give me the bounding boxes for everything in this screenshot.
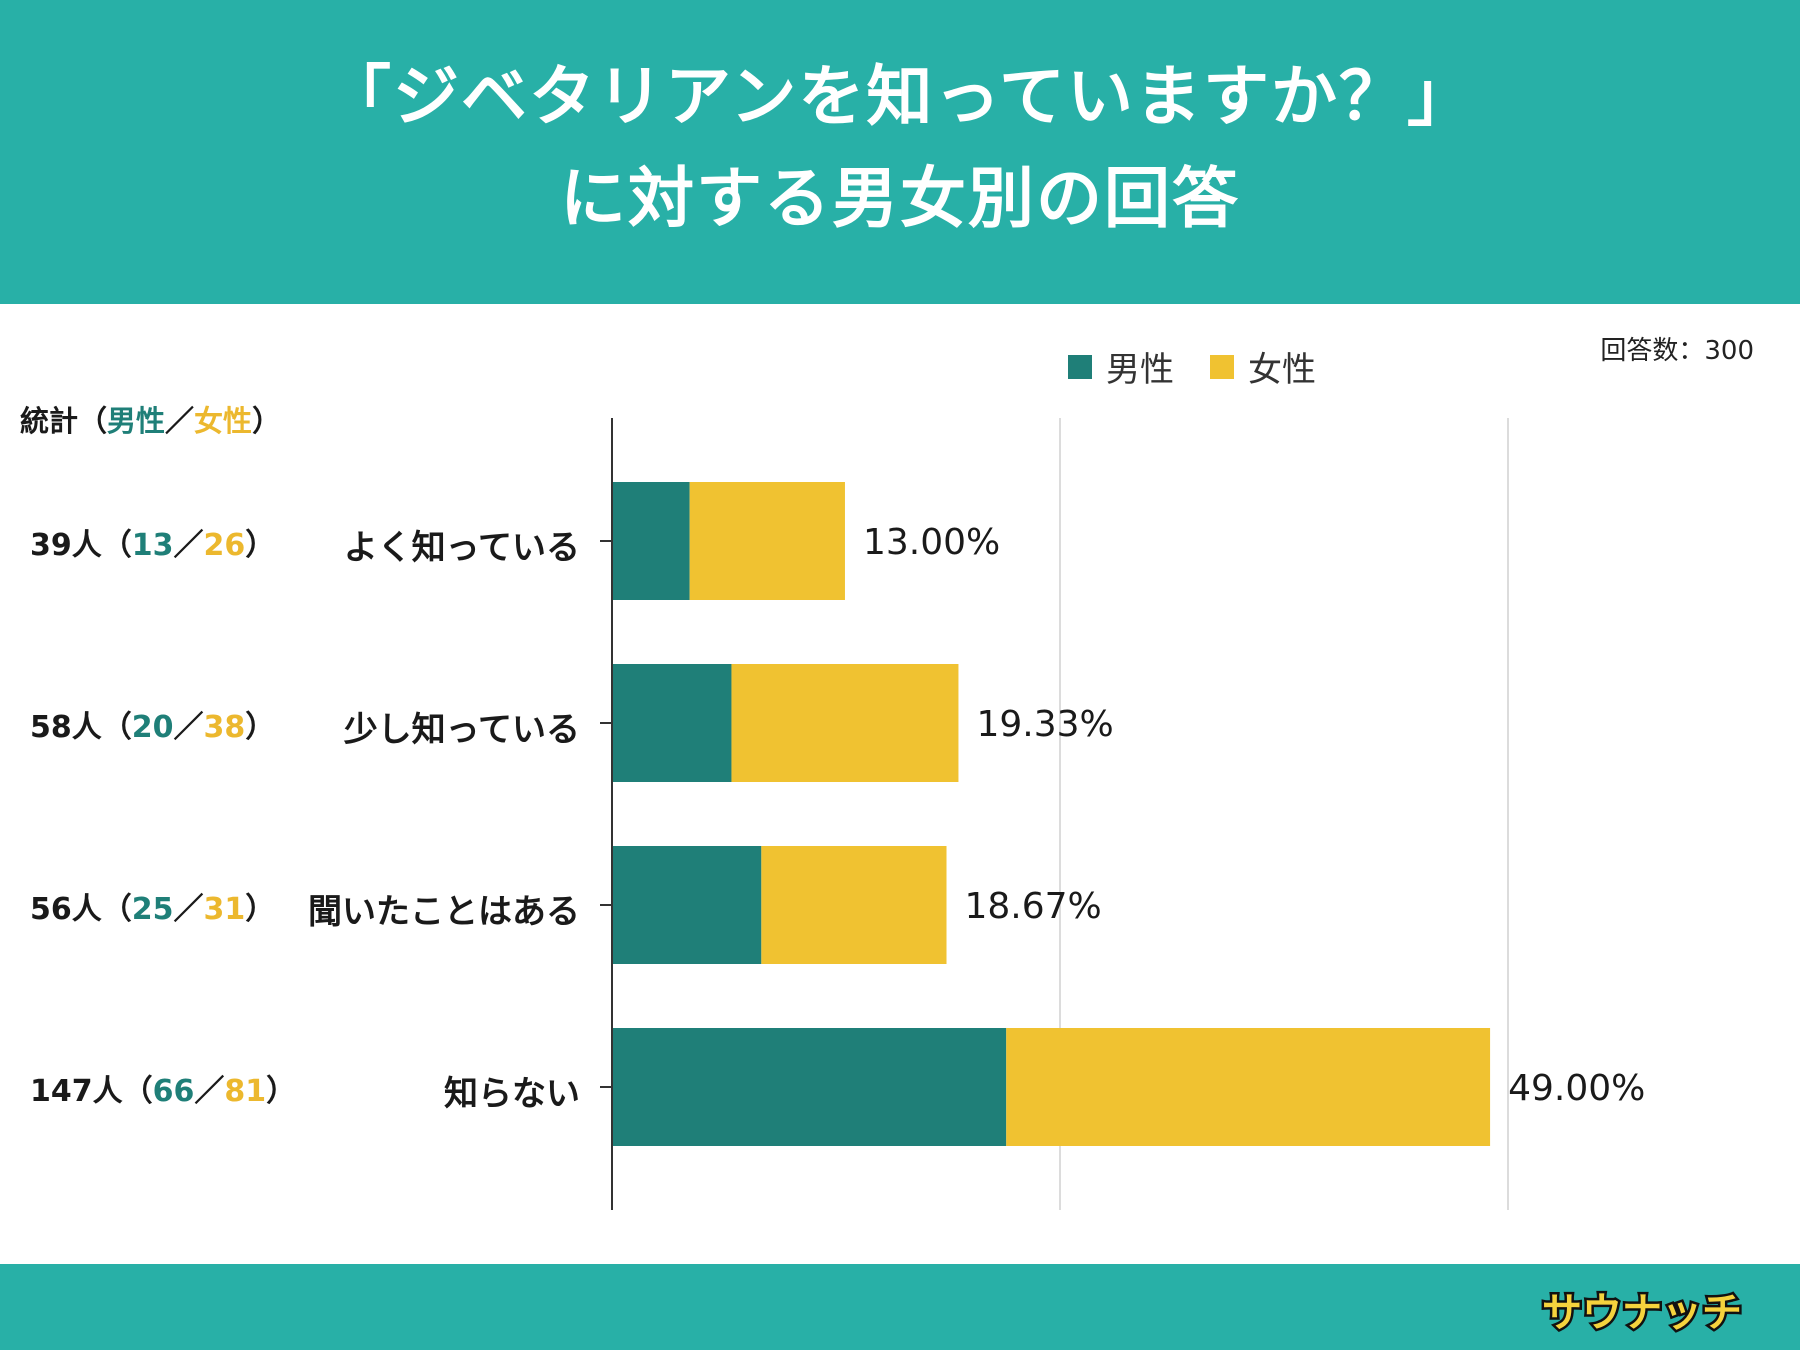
title-line-2: に対する男女別の回答 (560, 160, 1240, 237)
legend-female-swatch (1210, 354, 1234, 379)
stat-total: 58人 (30, 710, 102, 745)
y-axis (600, 418, 613, 1210)
legend-male-swatch (1068, 354, 1092, 379)
legend-female: 女性 (1210, 342, 1316, 391)
bar-male (612, 482, 690, 600)
stats-header-sep: ／ (165, 404, 195, 438)
category-label: 聞いたことはある (308, 892, 580, 932)
respondent-count: 回答数：300 (1600, 336, 1754, 366)
stats-header-prefix: 統計（ (20, 404, 108, 438)
stat-male: 13 (131, 528, 174, 563)
stat-total: 56人 (30, 892, 102, 927)
stat-male: 20 (131, 710, 174, 745)
bar-female (731, 664, 959, 782)
stat-female: 31 (203, 892, 246, 927)
stat-male: 66 (152, 1074, 195, 1109)
legend-female-label: 女性 (1248, 350, 1316, 390)
bar-chart: 13.00% 19.33% 18.67% 49.00% (600, 418, 1645, 1210)
bars (612, 482, 1491, 1146)
category-label: よく知っている (343, 528, 580, 568)
stat-female: 26 (203, 528, 246, 563)
bar-female (761, 846, 947, 964)
legend-male: 男性 (1068, 342, 1174, 391)
category-label: 少し知っている (343, 710, 580, 750)
stat-female: 38 (203, 710, 246, 745)
stats-header-male: 男性 (107, 404, 166, 438)
legend: 男性 女性 (1068, 342, 1352, 391)
stat-male: 25 (131, 892, 174, 927)
stat-female: 81 (224, 1074, 267, 1109)
stat-total: 147人 (30, 1074, 123, 1109)
stats-header: 統計（男性／女性） (20, 398, 281, 440)
bar-female (1006, 1028, 1491, 1146)
footer-bar: サウナッチ (0, 1264, 1800, 1350)
data-label: 19.33% (976, 704, 1113, 745)
data-label: 49.00% (1508, 1068, 1645, 1109)
stat-row: 147人（66／81） (30, 1074, 297, 1109)
bar-female (689, 482, 845, 600)
data-labels: 13.00% 19.33% 18.67% 49.00% (863, 522, 1645, 1109)
legend-male-label: 男性 (1106, 350, 1174, 390)
data-label: 18.67% (965, 886, 1102, 927)
stat-total: 39人 (30, 528, 102, 563)
title-banner: 「ジベタリアンを知っていますか？」 に対する男女別の回答 (0, 0, 1800, 304)
stat-row: 39人（13／26） (30, 528, 276, 563)
stats-header-suffix: ） (252, 404, 282, 438)
bar-male (612, 1028, 1007, 1146)
stats-header-female: 女性 (194, 404, 253, 438)
stat-row: 58人（20／38） (30, 710, 276, 745)
brand-logo-text: サウナッチ (1542, 1290, 1742, 1336)
title-line-1: 「ジベタリアンを知っていますか？」 (324, 58, 1476, 135)
bar-male (612, 664, 732, 782)
data-label: 13.00% (863, 522, 1000, 563)
bar-male (612, 846, 762, 964)
category-label: 知らない (444, 1074, 580, 1114)
brand-logo: サウナッチ (1540, 1288, 1745, 1339)
stat-row: 56人（25／31） (30, 892, 276, 927)
